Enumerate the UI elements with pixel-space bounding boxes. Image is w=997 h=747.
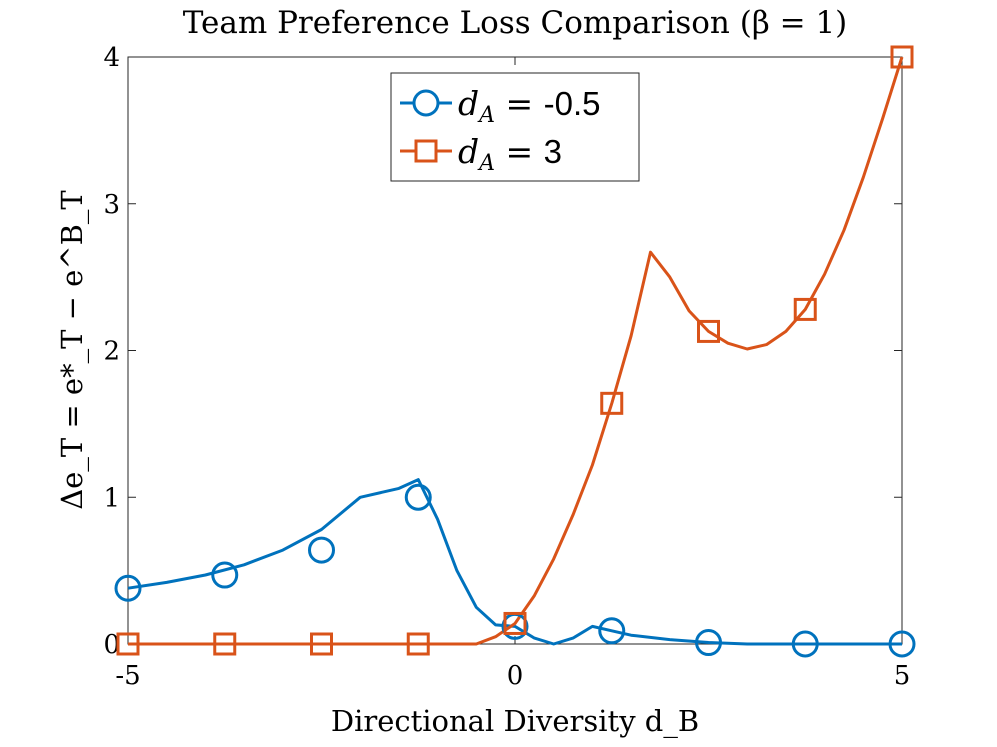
data-point xyxy=(404,483,432,511)
y-tick-label: 2 xyxy=(103,337,120,367)
legend: dA = -0.5dA = 3 xyxy=(390,72,640,182)
data-point xyxy=(600,391,624,415)
legend-item-2: dA = 3 xyxy=(400,132,562,176)
data-point xyxy=(598,617,626,645)
data-point xyxy=(695,629,722,657)
data-point xyxy=(406,632,430,656)
y-tick-label: 4 xyxy=(103,43,120,73)
x-tick-label: 5 xyxy=(894,661,911,691)
y-axis-label: Δe_T = e*_T − e^B_T xyxy=(55,190,90,510)
data-point xyxy=(888,630,916,658)
x-tick-label: 0 xyxy=(507,661,524,691)
data-point xyxy=(308,536,335,564)
legend-marker xyxy=(414,139,438,163)
data-point xyxy=(791,630,819,658)
series-lines xyxy=(127,56,904,646)
legend-item-1: dA = -0.5 xyxy=(400,84,601,128)
data-point xyxy=(211,561,239,589)
data-point xyxy=(114,574,142,602)
data-point xyxy=(793,297,817,321)
y-tick-label: 0 xyxy=(103,630,120,660)
series-line-2 xyxy=(128,56,904,646)
legend-items: dA = -0.5dA = 3 xyxy=(400,84,601,176)
legend-label: dA = -0.5 xyxy=(458,84,601,128)
data-point xyxy=(116,632,140,656)
data-point xyxy=(310,632,333,656)
data-point xyxy=(890,45,914,69)
x-tick-label: -5 xyxy=(115,661,140,691)
data-point xyxy=(697,319,720,343)
series-line-1 xyxy=(127,478,902,646)
data-point xyxy=(213,632,237,656)
x-axis-label: Directional Diversity d_B xyxy=(331,704,699,739)
series-markers xyxy=(114,45,916,658)
legend-box xyxy=(390,72,640,182)
chart-title: Team Preference Loss Comparison (β = 1) xyxy=(183,5,848,41)
legend-label: dA = 3 xyxy=(458,132,562,176)
y-tick-label: 3 xyxy=(103,190,120,220)
legend-marker xyxy=(412,89,440,117)
data-point xyxy=(503,611,527,635)
y-tick-label: 1 xyxy=(103,483,120,513)
